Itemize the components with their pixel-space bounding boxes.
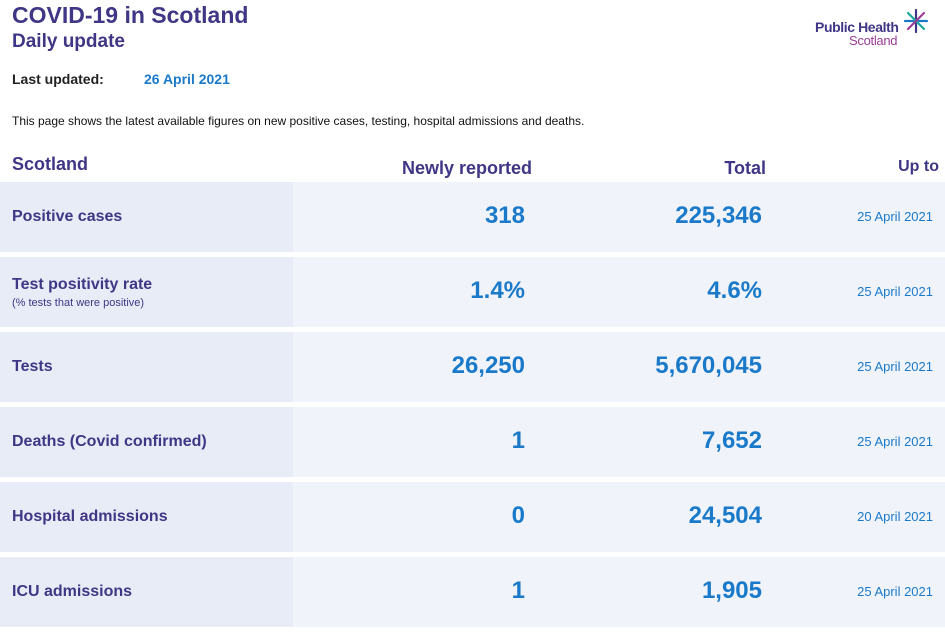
newly-reported-value: 26,250 bbox=[451, 352, 525, 379]
logo-text-scotland: Scotland bbox=[849, 33, 898, 48]
row-data-cell bbox=[296, 482, 937, 552]
stats-table: Positive cases 318 225,346 25 April 2021… bbox=[0, 182, 945, 632]
row-data-cell bbox=[296, 407, 937, 477]
row-label-cell: Test positivity rate (% tests that were … bbox=[0, 257, 293, 327]
row-label: ICU admissions bbox=[12, 583, 133, 600]
column-header-newly-reported: Newly reported bbox=[401, 158, 532, 178]
page-title: COVID-19 in Scotland bbox=[12, 2, 249, 28]
total-value: 1,905 bbox=[701, 577, 762, 604]
table-row: Hospital admissions 0 24,504 20 April 20… bbox=[0, 482, 945, 552]
column-header-up-to: Up to bbox=[898, 158, 939, 175]
last-updated-value: 26 April 2021 bbox=[144, 71, 230, 87]
row-data-cell bbox=[296, 257, 937, 327]
phs-logo[interactable]: Public Health Scotland bbox=[812, 8, 937, 50]
row-sublabel: (% tests that were positive) bbox=[12, 297, 145, 309]
table-row: Test positivity rate (% tests that were … bbox=[0, 257, 945, 327]
newly-reported-value: 1 bbox=[511, 577, 525, 604]
up-to-date: 25 April 2021 bbox=[857, 284, 933, 299]
table-row: Deaths (Covid confirmed) 1 7,652 25 Apri… bbox=[0, 407, 945, 477]
row-label-cell: Tests bbox=[0, 332, 293, 402]
column-header-region: Scotland bbox=[12, 154, 89, 174]
row-label-cell: ICU admissions bbox=[0, 557, 293, 627]
row-data-cell bbox=[296, 557, 937, 627]
up-to-date: 20 April 2021 bbox=[857, 509, 933, 524]
last-updated-label: Last updated: bbox=[12, 71, 104, 87]
up-to-date: 25 April 2021 bbox=[857, 584, 933, 599]
total-value: 7,652 bbox=[701, 427, 762, 454]
row-label: Tests bbox=[12, 358, 53, 375]
row-label-cell: Deaths (Covid confirmed) bbox=[0, 407, 293, 477]
up-to-date: 25 April 2021 bbox=[857, 434, 933, 449]
page-description: This page shows the latest available fig… bbox=[12, 114, 585, 128]
newly-reported-value: 1 bbox=[511, 427, 525, 454]
newly-reported-value: 318 bbox=[484, 202, 525, 229]
table-row: ICU admissions 1 1,905 25 April 2021 bbox=[0, 557, 945, 627]
row-label: Test positivity rate bbox=[12, 276, 153, 293]
row-data-cell bbox=[296, 182, 937, 252]
newly-reported-value: 1.4% bbox=[470, 277, 525, 304]
up-to-date: 25 April 2021 bbox=[857, 359, 933, 374]
total-value: 24,504 bbox=[688, 502, 762, 529]
logo-text-public-health: Public Health bbox=[815, 19, 899, 35]
row-label: Hospital admissions bbox=[12, 508, 168, 525]
page-subtitle: Daily update bbox=[12, 31, 125, 52]
row-label: Deaths (Covid confirmed) bbox=[12, 433, 207, 450]
star-logo-icon bbox=[903, 8, 929, 34]
column-header-total: Total bbox=[724, 158, 766, 178]
row-label: Positive cases bbox=[12, 208, 123, 225]
table-row: Positive cases 318 225,346 25 April 2021 bbox=[0, 182, 945, 252]
table-row: Tests 26,250 5,670,045 25 April 2021 bbox=[0, 332, 945, 402]
newly-reported-value: 0 bbox=[511, 502, 525, 529]
total-value: 225,346 bbox=[675, 202, 762, 229]
total-value: 4.6% bbox=[707, 277, 762, 304]
row-label-cell: Positive cases bbox=[0, 182, 293, 252]
up-to-date: 25 April 2021 bbox=[857, 209, 933, 224]
total-value: 5,670,045 bbox=[655, 352, 762, 379]
row-label-cell: Hospital admissions bbox=[0, 482, 293, 552]
row-data-cell bbox=[296, 332, 937, 402]
